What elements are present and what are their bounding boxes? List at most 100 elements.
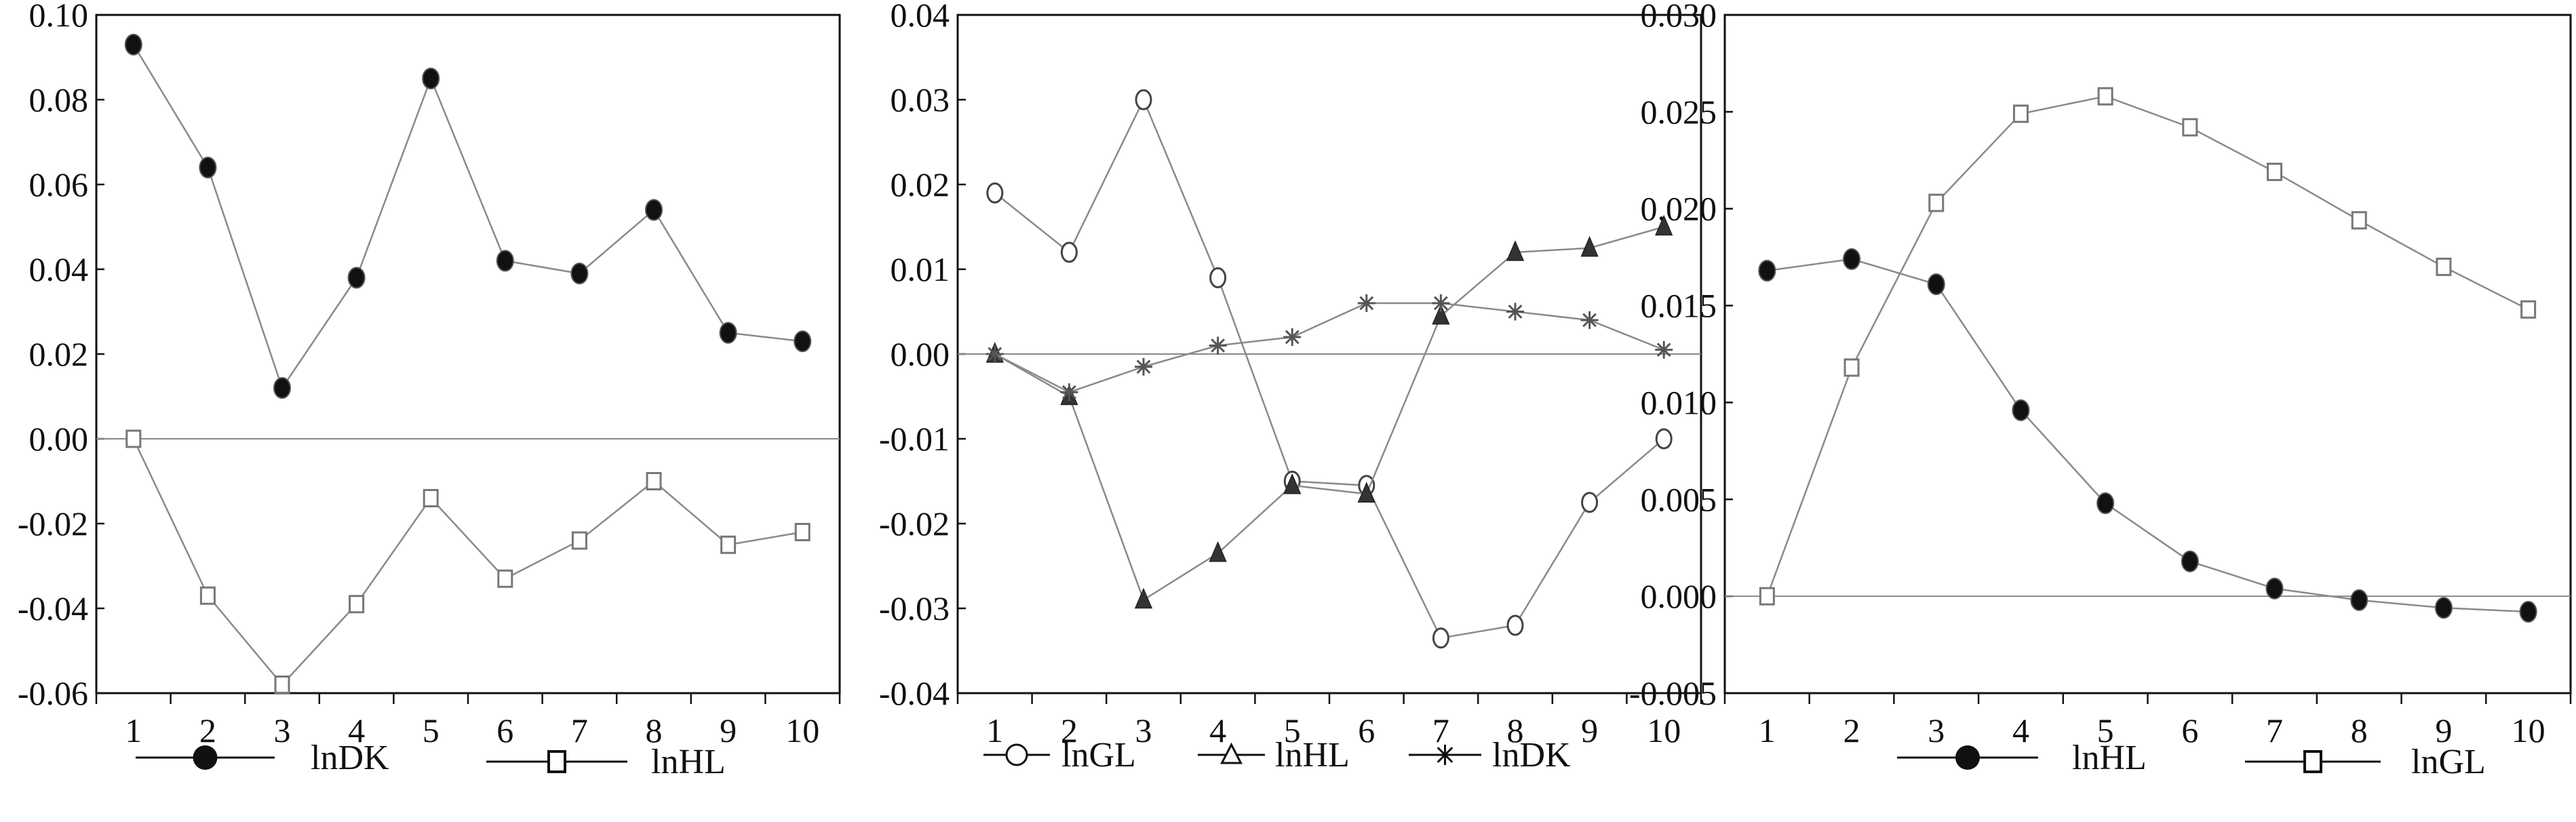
x-tick-label: 9 xyxy=(2435,711,2452,749)
series-lnGL-2 xyxy=(1759,87,2537,606)
x-tick-label: 9 xyxy=(720,711,737,749)
x-tick-label: 3 xyxy=(1928,711,1945,749)
data-point xyxy=(1357,294,1375,312)
data-point xyxy=(720,535,737,554)
data-point xyxy=(2267,162,2283,181)
data-point xyxy=(1209,336,1227,355)
data-point xyxy=(1134,587,1153,609)
data-point xyxy=(986,182,1004,203)
data-point xyxy=(985,345,1004,363)
series-lnGL-1 xyxy=(986,89,1673,649)
data-point xyxy=(2181,550,2199,572)
data-point xyxy=(794,330,812,353)
chart-panel-2: 0.04 0.03 0.02 0.01 0.00 -0.01 -0.02 -0.03 -0.04… xyxy=(879,0,1702,775)
series-lnDK-1 xyxy=(124,33,812,399)
legend-marker xyxy=(1220,742,1243,764)
data-point xyxy=(273,377,291,399)
series-lnHL-1 xyxy=(1758,248,2537,623)
legend-entry-lnDK: lnDK xyxy=(1409,736,1571,775)
y-tick-label: -0.01 xyxy=(879,420,950,458)
data-point xyxy=(422,67,440,90)
legend-entry-lnHL: lnHL xyxy=(486,743,726,781)
y-tick-label: -0.06 xyxy=(18,674,88,712)
data-point xyxy=(1283,473,1302,494)
data-point xyxy=(1928,193,1945,212)
data-point xyxy=(274,676,290,694)
x-tick-label: 5 xyxy=(423,711,440,749)
data-point xyxy=(1506,240,1525,261)
series-lnHL-2 xyxy=(985,214,1673,609)
legend-label: lnGL xyxy=(1061,736,1136,775)
y-tick-label: 0.08 xyxy=(29,81,89,119)
legend-label: lnDK xyxy=(311,739,389,777)
x-tick-label: 8 xyxy=(646,711,663,749)
data-point xyxy=(2012,399,2030,421)
y-tick-label: -0.04 xyxy=(18,589,88,627)
data-point xyxy=(719,321,737,344)
y-tick-label: -0.005 xyxy=(1629,674,1717,712)
series-line xyxy=(994,302,1664,393)
y-tick-label: 0.030 xyxy=(1641,0,1717,34)
data-point xyxy=(1432,294,1450,312)
data-point xyxy=(1506,614,1524,636)
legend-marker xyxy=(193,745,218,770)
plot-frame xyxy=(1723,14,2572,694)
data-point xyxy=(1506,302,1524,321)
data-point xyxy=(1927,273,1945,296)
data-point xyxy=(2097,87,2113,106)
data-point xyxy=(2012,104,2029,123)
data-point xyxy=(794,523,811,541)
data-point xyxy=(1759,587,1775,606)
x-tick-label: 7 xyxy=(1432,711,1449,749)
y-tick-label: 0.00 xyxy=(29,420,89,458)
data-point xyxy=(1655,214,1673,236)
legend-entry-lnHL: lnHL xyxy=(1198,736,1350,775)
y-tick-label: 0.06 xyxy=(29,165,89,203)
data-point xyxy=(1060,383,1078,402)
data-point xyxy=(199,586,216,605)
legend-entry-lnHL: lnHL xyxy=(1897,739,2147,777)
y-tick-label: -0.02 xyxy=(18,505,88,543)
data-point xyxy=(1580,311,1599,329)
y-tick-label: 0.000 xyxy=(1641,577,1717,615)
data-point xyxy=(2096,492,2115,514)
x-tick-label: 2 xyxy=(1843,711,1860,749)
series-line xyxy=(1766,95,2529,597)
data-point xyxy=(1432,627,1449,649)
x-tick-label: 1 xyxy=(125,711,142,749)
data-point xyxy=(199,157,217,178)
x-tick-label: 7 xyxy=(2266,711,2283,749)
data-point xyxy=(1060,241,1078,263)
data-point xyxy=(1135,89,1152,111)
x-tick-label: 4 xyxy=(348,711,365,749)
data-point xyxy=(125,429,142,448)
x-tick-label: 8 xyxy=(2351,711,2368,749)
data-point xyxy=(347,267,366,289)
data-point xyxy=(2351,211,2367,230)
data-point xyxy=(1432,303,1450,325)
data-point xyxy=(2434,597,2453,619)
y-tick-label: 0.015 xyxy=(1641,287,1717,325)
x-tick-label: 4 xyxy=(2012,711,2029,749)
legend-marker xyxy=(547,750,566,773)
legend-marker xyxy=(1955,745,1980,770)
data-point xyxy=(2436,257,2452,276)
data-point xyxy=(2350,589,2368,611)
x-tick-label: 3 xyxy=(1135,711,1152,749)
x-tick-label: 3 xyxy=(274,711,291,749)
data-point xyxy=(571,531,587,550)
data-point xyxy=(1655,340,1673,359)
series-line xyxy=(994,226,1664,602)
data-point xyxy=(1758,260,1776,282)
data-point xyxy=(349,595,365,614)
chart-panel-3: 0.030 0.025 0.020 0.015 0.010 0.005 0.000 -0.00… xyxy=(1629,0,2572,781)
x-tick-label: 8 xyxy=(1507,711,1524,749)
y-tick-label: 0.025 xyxy=(1641,93,1717,131)
data-point xyxy=(2265,577,2284,600)
x-tick-label: 6 xyxy=(2181,711,2198,749)
y-tick-label: 0.10 xyxy=(29,0,89,34)
y-tick-label: 0.03 xyxy=(891,81,950,119)
y-tick-label: 0.02 xyxy=(29,335,89,373)
data-point xyxy=(1843,248,1861,270)
series-line xyxy=(994,97,1665,640)
